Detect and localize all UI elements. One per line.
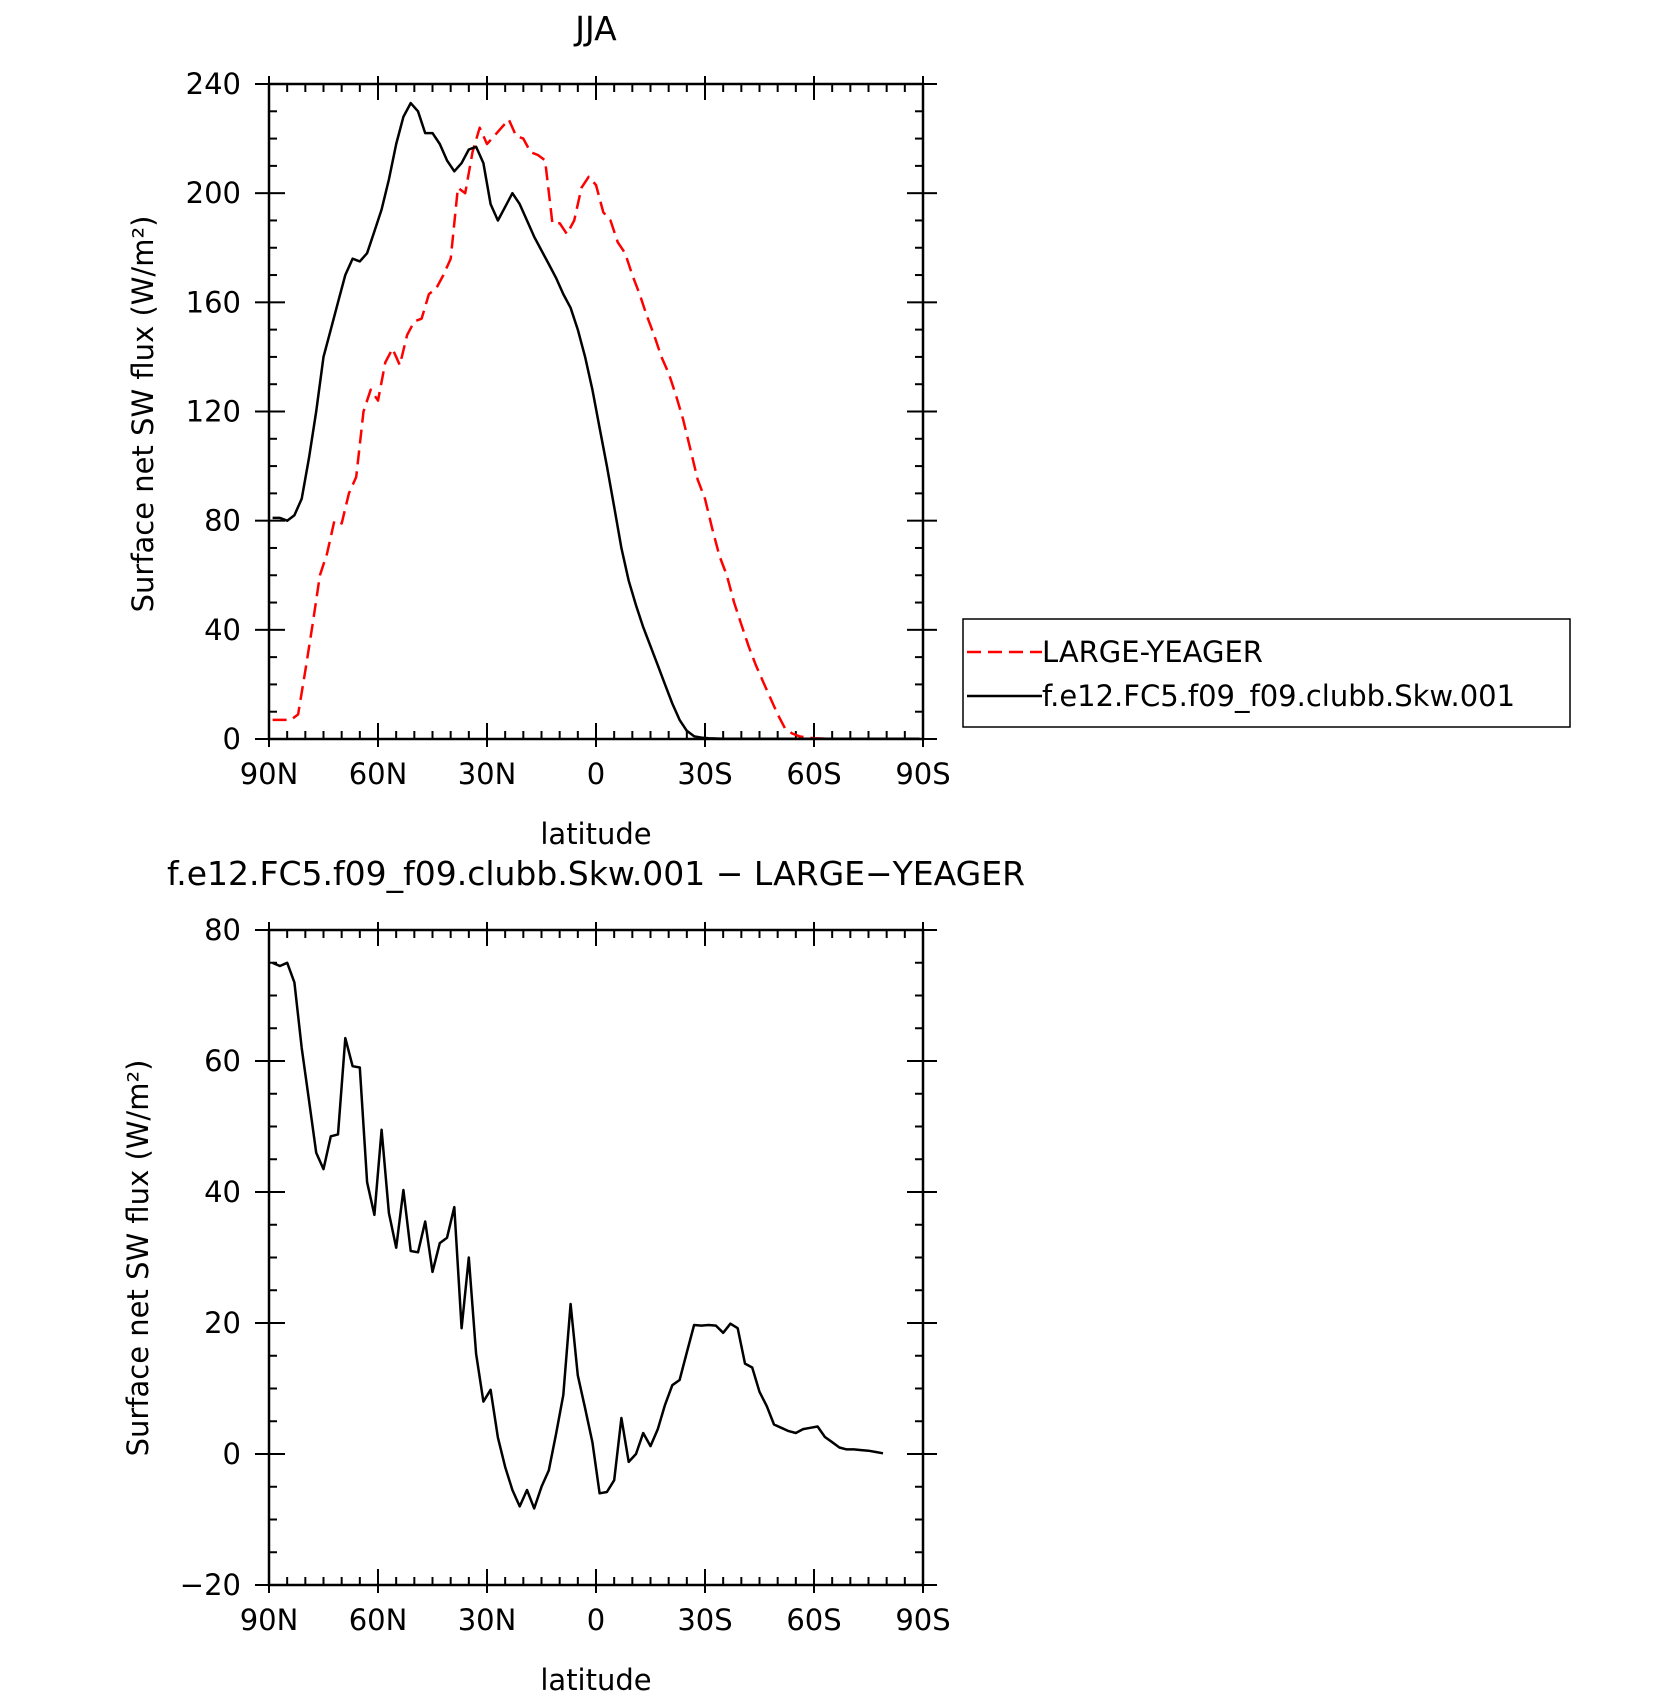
series-line-f-e12-fc5-f09-f09-clubb-skw-001 xyxy=(272,101,920,740)
legend-box xyxy=(962,618,1571,728)
y-tick-label: 0 xyxy=(223,1437,241,1471)
top-chart-frame xyxy=(267,82,925,741)
y-tick-label: 200 xyxy=(186,176,241,210)
y-tick-label: 40 xyxy=(204,1175,241,1209)
x-tick-label: 60S xyxy=(786,757,841,791)
bottom-chart-title: f.e12.FC5.f09_f09.clubb.Skw.001 − LARGE−… xyxy=(167,854,1025,893)
top-chart-xlabel: latitude xyxy=(540,817,651,851)
legend: LARGE-YEAGER f.e12.FC5.f09_f09.clubb.Skw… xyxy=(962,618,1571,728)
series-line-difference xyxy=(272,961,884,1510)
top-chart-ylabel: Surface net SW flux (W/m²) xyxy=(126,216,160,613)
bottom-chart: f.e12.FC5.f09_f09.clubb.Skw.001 − LARGE−… xyxy=(121,854,1025,1697)
y-tick-label: 240 xyxy=(186,67,241,101)
top-chart-title: JJA xyxy=(573,9,617,48)
x-tick-label: 60N xyxy=(349,757,408,791)
legend-label-large-yeager: LARGE-YEAGER xyxy=(1042,635,1263,669)
y-tick-label: −20 xyxy=(180,1568,241,1602)
x-tick-label: 0 xyxy=(587,757,605,791)
top-chart: JJA Surface net SW flux (W/m²) latitude … xyxy=(126,9,1571,851)
y-tick-label: 60 xyxy=(204,1044,241,1078)
top-chart-series xyxy=(272,101,920,740)
y-tick-label: 160 xyxy=(186,285,241,319)
x-tick-label: 90N xyxy=(240,1603,299,1637)
series-line-large-yeager xyxy=(272,118,920,740)
bottom-chart-series xyxy=(272,961,884,1510)
bottom-chart-frame xyxy=(267,928,925,1587)
y-tick-label: 0 xyxy=(223,722,241,756)
x-tick-label: 60S xyxy=(786,1603,841,1637)
y-tick-label: 120 xyxy=(186,395,241,429)
x-tick-label: 60N xyxy=(349,1603,408,1637)
x-tick-label: 30S xyxy=(677,757,732,791)
y-tick-label: 80 xyxy=(204,913,241,947)
x-tick-label: 0 xyxy=(587,1603,605,1637)
y-tick-label: 80 xyxy=(204,504,241,538)
x-tick-label: 30S xyxy=(677,1603,732,1637)
x-tick-label: 90N xyxy=(240,757,299,791)
x-tick-label: 30N xyxy=(458,757,517,791)
x-tick-label: 90S xyxy=(895,1603,950,1637)
x-tick-label: 90S xyxy=(895,757,950,791)
top-chart-ticks: 90N 60N 30N 0 30S 60S 90S 0 40 80 120 160 200 240 xyxy=(186,67,951,791)
legend-label-model: f.e12.FC5.f09_f09.clubb.Skw.001 xyxy=(1042,679,1515,713)
bottom-chart-ylabel: Surface net SW flux (W/m²) xyxy=(121,1060,155,1457)
bottom-chart-xlabel: latitude xyxy=(540,1663,651,1697)
bottom-chart-ticks: 90N 60N 30N 0 30S 60S 90S −20 0 20 40 60 80 xyxy=(180,913,951,1637)
y-tick-label: 20 xyxy=(204,1306,241,1340)
y-tick-label: 40 xyxy=(204,613,241,647)
x-tick-label: 30N xyxy=(458,1603,517,1637)
